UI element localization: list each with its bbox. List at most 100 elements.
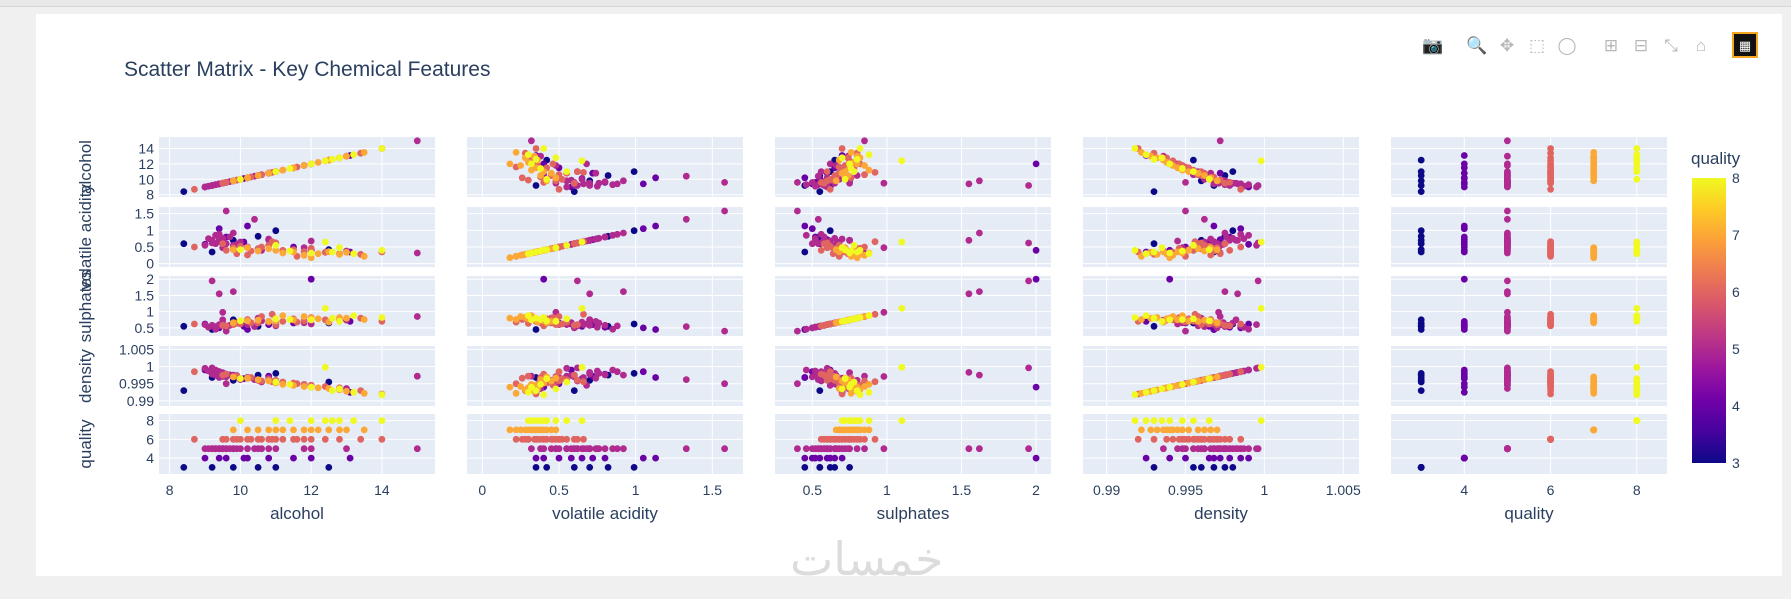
data-point: [1150, 188, 1158, 196]
panel-density-vs-sulphates[interactable]: [775, 346, 1051, 406]
panel-alcohol-vs-quality[interactable]: [1391, 137, 1667, 197]
data-point: [1257, 238, 1265, 246]
data-point: [630, 168, 638, 176]
panel-density-vs-volatile_acidity[interactable]: [467, 346, 743, 406]
data-point: [1153, 426, 1161, 434]
data-point: [1633, 157, 1641, 165]
data-point: [965, 236, 973, 244]
data-point: [841, 317, 849, 325]
data-point: [802, 366, 810, 374]
data-point: [537, 376, 544, 383]
data-point: [609, 445, 617, 453]
data-point: [1633, 175, 1641, 183]
box-select-icon[interactable]: ⬚: [1528, 35, 1546, 55]
data-point: [524, 417, 532, 424]
panel-sulphates-vs-alcohol[interactable]: [159, 275, 435, 336]
data-point: [1216, 169, 1224, 177]
y-tick-label: 1: [146, 222, 154, 238]
data-point: [528, 426, 535, 434]
panel-quality-vs-sulphates[interactable]: [775, 414, 1051, 474]
data-point: [578, 305, 586, 312]
data-point: [580, 169, 587, 176]
panel-volatile_acidity-vs-density[interactable]: [1083, 207, 1359, 267]
data-point: [1547, 318, 1554, 326]
data-point: [254, 376, 262, 383]
panel-density-vs-quality[interactable]: [1391, 346, 1667, 406]
data-point: [549, 160, 557, 168]
panel-alcohol-vs-density[interactable]: [1083, 137, 1359, 197]
data-point: [279, 166, 287, 174]
data-point: [609, 325, 617, 333]
data-point: [180, 240, 188, 248]
data-point: [609, 181, 617, 189]
data-point: [976, 371, 983, 379]
data-point: [336, 154, 343, 162]
panel-volatile_acidity-vs-alcohol[interactable]: [159, 207, 435, 267]
data-point: [413, 249, 421, 257]
panel-quality-vs-quality[interactable]: [1391, 414, 1667, 474]
zoom-icon[interactable]: 🔍: [1466, 35, 1488, 55]
data-point: [1460, 174, 1468, 182]
panel-sulphates-vs-density[interactable]: [1083, 275, 1359, 336]
data-point: [1175, 435, 1183, 443]
panel-quality-vs-alcohol[interactable]: [159, 414, 435, 474]
data-point: [1417, 236, 1425, 244]
panel-background: [1083, 137, 1359, 197]
data-point: [279, 249, 287, 257]
data-point: [543, 175, 551, 183]
data-point: [832, 246, 840, 254]
data-point: [350, 250, 357, 258]
data-point: [1460, 454, 1468, 462]
y-tick-label: 0.5: [135, 239, 155, 255]
data-point: [1179, 165, 1186, 172]
zoom-in-icon[interactable]: ⊞: [1603, 35, 1619, 55]
panel-sulphates-vs-volatile_acidity[interactable]: [467, 275, 743, 336]
lasso-icon[interactable]: ◯: [1557, 35, 1577, 55]
data-point: [853, 254, 861, 262]
data-point: [1207, 426, 1215, 434]
data-point: [552, 174, 560, 182]
panel-density-vs-alcohol[interactable]: [159, 346, 435, 406]
data-point: [293, 435, 301, 443]
data-point: [652, 326, 659, 333]
data-point: [201, 364, 209, 372]
data-point: [1590, 244, 1598, 252]
data-point: [808, 225, 816, 233]
data-point: [552, 385, 560, 393]
panel-quality-vs-density[interactable]: [1083, 414, 1359, 474]
panel-quality-vs-volatile_acidity[interactable]: [467, 414, 743, 474]
data-point: [1460, 152, 1468, 159]
panel-alcohol-vs-sulphates[interactable]: [775, 137, 1051, 197]
data-point: [861, 137, 868, 145]
data-point: [1460, 240, 1468, 248]
data-point: [1185, 426, 1193, 434]
data-point: [808, 240, 816, 248]
reset-axes-icon[interactable]: ⌂: [1695, 35, 1707, 55]
data-point: [532, 387, 540, 394]
zoom-out-icon[interactable]: ⊟: [1633, 35, 1649, 55]
panel-sulphates-vs-sulphates[interactable]: [775, 275, 1051, 336]
data-point: [272, 370, 280, 377]
panel-volatile_acidity-vs-volatile_acidity[interactable]: [467, 207, 743, 267]
panel-alcohol-vs-alcohol[interactable]: [159, 137, 435, 197]
plotly-logo-icon[interactable]: ▦: [1732, 32, 1758, 58]
camera-icon[interactable]: 📷: [1422, 35, 1444, 55]
data-point: [532, 464, 540, 471]
data-point: [1201, 215, 1208, 223]
panel-density-vs-density[interactable]: [1083, 346, 1359, 406]
data-point: [850, 315, 858, 323]
data-point: [208, 277, 216, 285]
panel-sulphates-vs-quality[interactable]: [1391, 275, 1667, 336]
autoscale-icon[interactable]: ⤡: [1664, 35, 1678, 55]
pan-icon[interactable]: ✥: [1499, 35, 1515, 55]
panel-alcohol-vs-volatile_acidity[interactable]: [467, 137, 743, 197]
data-point: [290, 454, 297, 462]
data-point: [1226, 370, 1234, 378]
data-point: [321, 417, 329, 424]
data-point: [620, 177, 627, 185]
data-point: [307, 160, 315, 168]
data-point: [201, 241, 209, 249]
panel-volatile_acidity-vs-sulphates[interactable]: [775, 207, 1051, 267]
data-point: [721, 179, 728, 186]
panel-volatile_acidity-vs-quality[interactable]: [1391, 207, 1667, 267]
